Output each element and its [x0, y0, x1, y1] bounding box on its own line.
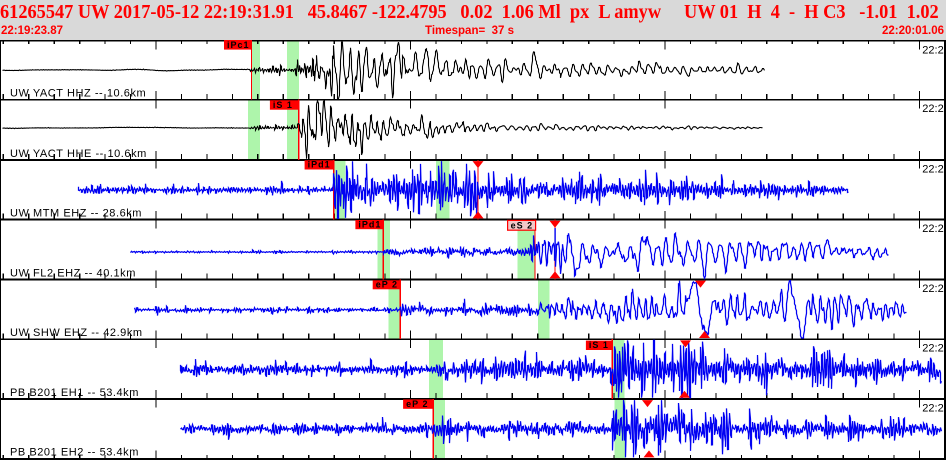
svg-text:iS 1: iS 1	[273, 100, 293, 110]
svg-text:UW YACT HHE -- 10.6km: UW YACT HHE -- 10.6km	[10, 148, 147, 160]
svg-text:UW MTM EHZ -- 28.6km: UW MTM EHZ -- 28.6km	[10, 208, 142, 220]
svg-text:iPc1: iPc1	[227, 40, 250, 50]
svg-text:eP 2: eP 2	[406, 399, 428, 409]
svg-text:PB B201 EH2 -- 53.4km: PB B201 EH2 -- 53.4km	[10, 447, 139, 459]
svg-text:22:20: 22:20	[922, 283, 946, 295]
svg-text:iS 1: iS 1	[589, 340, 609, 350]
svg-text:eP 2: eP 2	[376, 280, 398, 290]
svg-text:PB B201 EH1 -- 53.4km: PB B201 EH1 -- 53.4km	[10, 387, 139, 399]
svg-text:UW YACT HHZ -- 10.6km: UW YACT HHZ -- 10.6km	[10, 88, 146, 100]
svg-text:22:20: 22:20	[922, 223, 946, 235]
svg-text:22:20: 22:20	[922, 163, 946, 175]
svg-text:eS 2: eS 2	[511, 220, 534, 230]
svg-text:UW FL2 EHZ -- 40.1km: UW FL2 EHZ -- 40.1km	[10, 267, 136, 279]
svg-text:22:20: 22:20	[922, 103, 946, 115]
svg-text:UW SHW EHZ -- 42.9km: UW SHW EHZ -- 42.9km	[10, 327, 143, 339]
svg-text:22:20: 22:20	[922, 44, 946, 56]
svg-text:22:20: 22:20	[922, 343, 946, 355]
svg-text:iPd1: iPd1	[358, 219, 381, 229]
svg-text:22:20: 22:20	[922, 402, 946, 414]
svg-text:iPd1: iPd1	[308, 160, 331, 170]
